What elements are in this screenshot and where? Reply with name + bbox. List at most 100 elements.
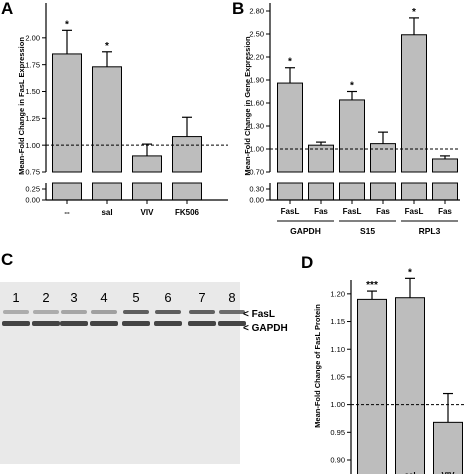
y-tick-label: 1.60 [249,99,264,108]
fasl-band [91,310,117,314]
lane-number: 2 [42,290,49,305]
x-tick-label: sal [404,471,415,474]
bar-stub [277,182,303,201]
bar-stub [92,182,122,201]
fasl-band [123,310,149,314]
panel-a-bars: * * -- sal VIV FK506 [52,19,202,217]
x-tick-label: Fas [438,207,452,216]
y-tick-label: 2.80 [249,7,264,16]
y-tick-label: 1.00 [249,145,264,154]
panel-a-axes [45,3,228,201]
bar [433,421,463,474]
y-tick-label: 1.75 [25,60,40,69]
y-tick-label: 0.75 [25,168,40,177]
panel-b: B Mean-Fold Change in Gene Expression 2.… [232,0,460,236]
panel-d: D Mean-Fold Change of FasL Protein 1.20 1… [301,253,464,474]
y-tick-label: 0.25 [25,185,40,194]
band-label-fasl: < FasL [243,309,275,320]
blot-lane-numbers: 1 2 3 4 5 6 7 8 [12,290,235,305]
panel-c: C 1 2 3 4 5 6 7 8 < FasL < GAPDH [0,250,288,464]
group-label: S15 [360,226,375,236]
bar-stub [52,182,82,201]
panel-d-y-ticks: 1.20 1.15 1.10 1.05 1.00 0.95 0.90 [330,289,351,465]
x-tick-label: FasL [405,207,424,216]
fasl-band [61,310,87,314]
bar-stub [339,182,365,201]
lane-number: 6 [164,290,171,305]
y-tick-label: 1.25 [25,114,40,123]
gapdh-band [2,321,30,326]
x-tick-label: VIV [141,208,155,217]
y-tick-label: 0.30 [249,185,264,194]
bar-stub [432,182,458,201]
lane-number: 8 [228,290,235,305]
bar [339,99,365,173]
significance-mark: * [408,267,412,278]
panel-d-axes [350,280,464,474]
panel-d-y-label: Mean-Fold Change of FasL Protein [313,304,322,428]
significance-mark: *** [366,280,378,291]
y-tick-label: 1.90 [249,76,264,85]
x-tick-label: -- [369,471,375,474]
gapdh-band [154,321,182,326]
y-tick-label: 0.00 [249,196,264,205]
bar [401,34,427,173]
bar [52,53,82,173]
y-tick-label: 0.95 [330,428,345,437]
significance-mark: * [288,57,292,68]
x-tick-label: Fas [376,207,390,216]
bar-stub [308,182,334,201]
y-tick-label: 1.10 [330,345,345,354]
bar [172,136,202,173]
lane-number: 7 [198,290,205,305]
x-tick-label: FasL [281,207,300,216]
gapdh-band [90,321,118,326]
blot-membrane [0,282,240,464]
significance-mark: * [65,19,69,30]
y-tick-label: 1.00 [330,400,345,409]
bar-stub [401,182,427,201]
group-label: RPL3 [419,226,441,236]
bar-stub [172,182,202,201]
significance-mark: * [412,7,416,18]
bar-stub [132,182,162,201]
panel-b-bars: * * * FasL Fas FasL Fas FasL Fas GAPDH S15 RPL3 [277,7,458,236]
bar [395,297,425,474]
blot-bands [2,310,246,326]
x-tick-label: FasL [343,207,362,216]
panel-b-y-label: Mean-Fold Change in Gene Expression [243,36,252,176]
gapdh-band [122,321,150,326]
panel-b-axes [269,3,460,201]
fasl-band [33,310,59,314]
y-tick-label: 0.90 [330,456,345,465]
y-tick-label: 2.00 [25,33,40,42]
panel-b-letter: B [232,0,244,18]
bar [432,158,458,173]
x-tick-label: sal [101,208,112,217]
gapdh-band [218,321,246,326]
bar-stub [370,182,396,201]
y-tick-label: 1.00 [25,141,40,150]
band-label-gapdh: < GAPDH [243,323,288,334]
fasl-band [189,310,215,314]
group-label: GAPDH [290,226,321,236]
y-tick-label: 1.20 [330,289,345,298]
panel-a: A Mean-Fold Change in FasL Expression 2.… [1,0,228,217]
lane-number: 5 [132,290,139,305]
panel-a-letter: A [1,0,13,18]
y-tick-label: 1.30 [249,122,264,131]
gapdh-band [188,321,216,326]
bar [370,143,396,173]
gapdh-band [32,321,60,326]
panel-c-letter: C [1,250,13,269]
x-tick-label: Fas [314,207,328,216]
panel-b-y-ticks: 2.80 2.50 2.20 1.90 1.60 1.30 1.00 0.70 0.30 0.00 [249,7,270,205]
bar [132,155,162,173]
y-tick-label: 1.50 [25,87,40,96]
y-tick-label: 0.70 [249,168,264,177]
panel-d-letter: D [301,253,313,272]
significance-mark: * [350,81,354,92]
fasl-band [3,310,29,314]
bar [308,144,334,173]
